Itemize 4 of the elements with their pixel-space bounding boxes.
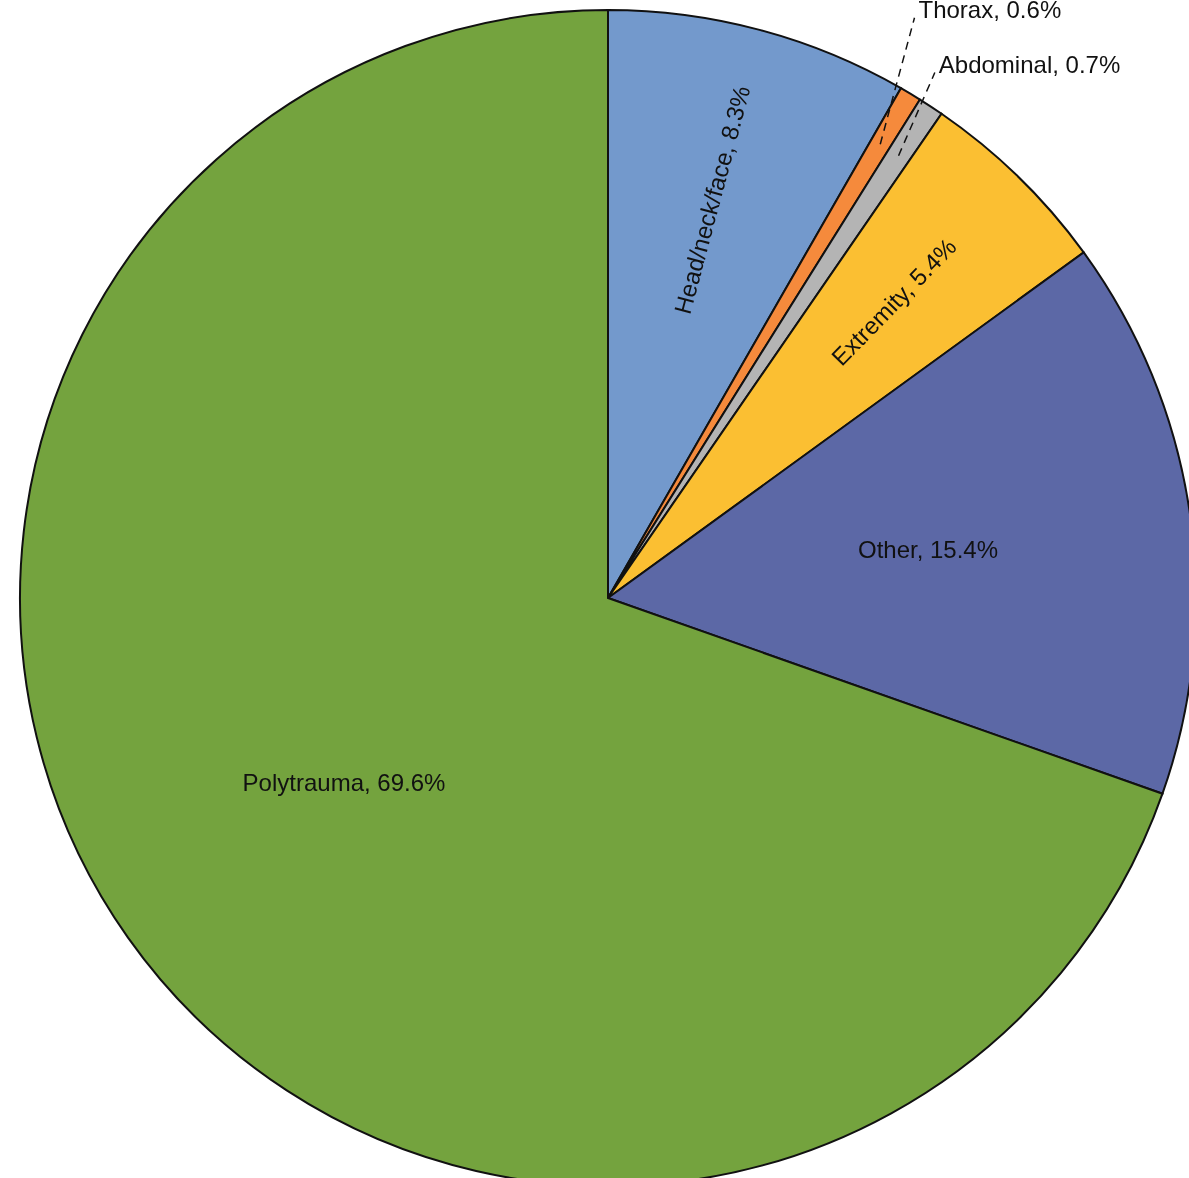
slice-label: Thorax, 0.6% bbox=[918, 0, 1062, 24]
slice-label: Other, 15.4% bbox=[857, 535, 999, 563]
slice-label: Abdominal, 0.7% bbox=[938, 50, 1121, 78]
slice-label: Polytrauma, 69.6% bbox=[242, 769, 446, 797]
